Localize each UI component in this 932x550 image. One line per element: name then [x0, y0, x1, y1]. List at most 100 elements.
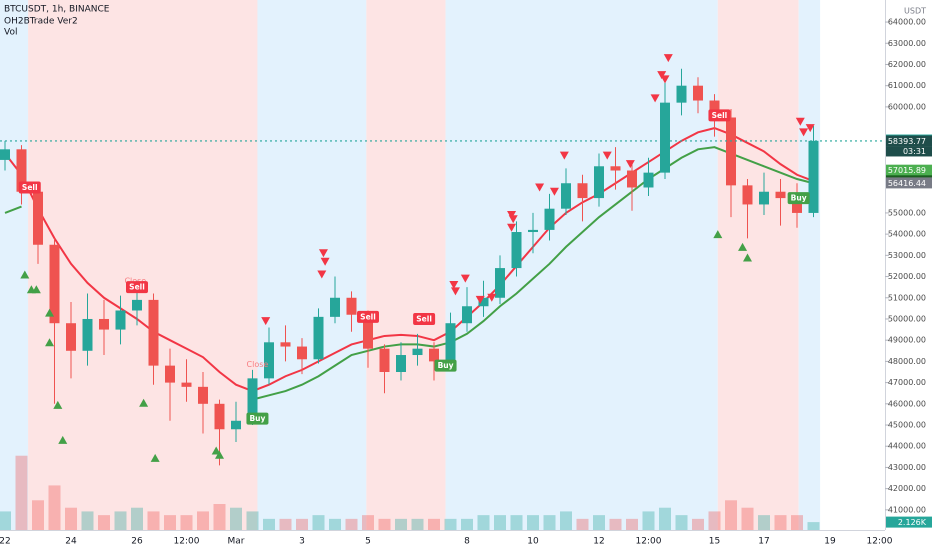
y-tick-label: 48000.00: [888, 357, 926, 366]
volume-bar: [246, 511, 259, 530]
buy-signal: [738, 242, 748, 251]
volume-bar: [510, 515, 523, 530]
candle-body: [363, 314, 373, 349]
volume-bar: [345, 518, 358, 530]
candle-body: [528, 229, 538, 233]
buy-signal: [211, 446, 221, 455]
volume-bar: [708, 511, 721, 530]
y-tick-label: 42000.00: [888, 484, 926, 493]
candle-body: [66, 323, 76, 351]
candle-body: [231, 420, 241, 430]
price-tag-label: 58393.77: [888, 137, 926, 146]
signal-flag: [18, 181, 41, 194]
currency-label: USDT: [904, 7, 926, 16]
x-tick-label: 5: [365, 537, 371, 547]
candle-body: [709, 100, 720, 118]
y-tick-label: 63000.00: [888, 39, 926, 48]
x-tick-label: 12:00: [636, 537, 662, 547]
volume-bar: [543, 515, 556, 530]
volume-bar: [81, 511, 94, 530]
signal-flag: [434, 359, 457, 372]
candle-body: [396, 355, 406, 372]
volume-bar: [98, 515, 110, 530]
candle-body: [99, 318, 109, 330]
candle-body: [676, 85, 687, 103]
volume-bar: [593, 515, 605, 530]
price-tag-label: 56416.44: [888, 179, 926, 188]
signal-flag-label: Buy: [438, 361, 454, 370]
buy-signal: [58, 435, 68, 444]
x-tick-label: 12:00: [174, 537, 200, 547]
sell-signal: [475, 295, 485, 304]
sell-signal: [795, 117, 805, 126]
countdown-label: 03:31: [903, 147, 926, 156]
sell-signal: [318, 249, 328, 258]
candle-body: [346, 297, 357, 315]
x-tick-label: 8: [464, 537, 470, 547]
sell-signal: [657, 71, 667, 80]
candle-body: [165, 365, 175, 383]
volume-bar: [279, 518, 292, 530]
buy-signal: [139, 398, 149, 407]
sell-signal: [320, 257, 330, 266]
volume-bar: [180, 515, 193, 530]
signal-flag-label: Sell: [360, 312, 376, 321]
sell-signal: [805, 124, 815, 133]
volume-bar: [32, 500, 44, 530]
volume-bar: [411, 518, 424, 530]
candle-body: [660, 102, 670, 173]
volume-bar: [428, 518, 440, 530]
sell-signal: [507, 223, 517, 232]
trend-band: [0, 0, 29, 530]
candle-body: [627, 170, 637, 188]
candle-body: [610, 166, 621, 171]
sell-signal: [507, 211, 517, 220]
candle-body: [132, 299, 142, 311]
volume-bar: [378, 518, 391, 530]
volume-bar: [395, 518, 407, 530]
sell-signal: [650, 94, 660, 103]
sell-signal: [317, 270, 327, 279]
volume-bar: [576, 518, 589, 530]
price-tag: [886, 177, 932, 189]
x-tick-label: 12: [593, 537, 604, 547]
x-tick-label: 24: [65, 537, 77, 547]
x-tick-label: 17: [758, 537, 769, 547]
y-tick-label: 61000.00: [888, 81, 926, 90]
close-label: Close: [124, 276, 146, 285]
volume-bar: [296, 518, 308, 530]
x-tick-label: 22: [0, 537, 11, 547]
y-tick-label: 50000.00: [888, 314, 926, 323]
x-tick-label: 26: [131, 537, 143, 547]
volume-bar: [444, 518, 457, 530]
volume-bar: [48, 485, 61, 530]
candle-body: [247, 378, 258, 421]
volume-bar: [725, 500, 737, 530]
trend-band: [798, 0, 821, 530]
buy-signal: [31, 285, 41, 294]
y-tick-label: 60000.00: [888, 102, 926, 111]
sell-signal: [535, 183, 545, 192]
sell-signal: [660, 75, 670, 84]
volume-bar: [494, 515, 506, 530]
candle-body: [808, 140, 819, 213]
volume-bar: [675, 515, 688, 530]
sell-signal: [450, 287, 460, 296]
volume-bar: [164, 515, 176, 530]
candle-body: [264, 342, 274, 379]
x-tick-label: Mar: [228, 537, 245, 547]
y-tick-label: 51000.00: [888, 293, 926, 302]
buy-signal: [150, 453, 160, 462]
candle-body: [462, 306, 472, 324]
volume-bar: [461, 518, 473, 530]
volume-tag-label: 2.126K: [898, 518, 927, 527]
volume-bar: [15, 455, 28, 530]
x-tick-label: 19: [824, 537, 836, 547]
volume-bar: [0, 511, 11, 530]
candle-body: [148, 299, 159, 366]
candle-body: [726, 117, 736, 186]
candle-body: [643, 172, 654, 188]
price-tag: [886, 164, 932, 176]
signal-flag-label: Sell: [416, 314, 432, 323]
trend-band: [717, 0, 799, 530]
